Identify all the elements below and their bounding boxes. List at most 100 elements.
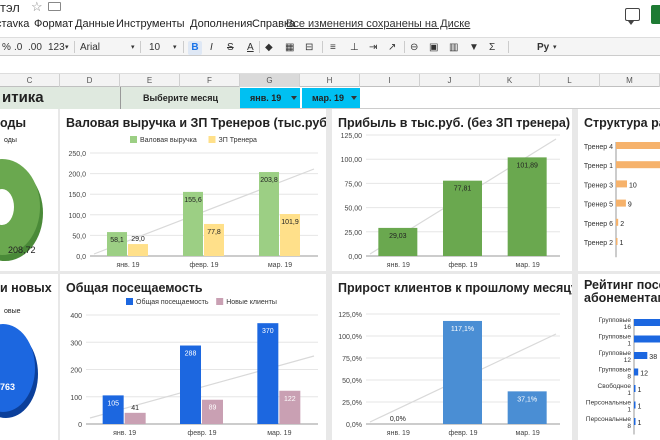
bar	[634, 352, 648, 359]
number-format-dropdown[interactable]: 123	[48, 42, 65, 53]
bar	[107, 232, 127, 256]
attendance-chart-panel[interactable]: Общая посещаемость 0 100 200 300 400 105 41 янв…	[60, 274, 326, 440]
separator	[140, 41, 141, 53]
structure-chart-panel[interactable]: Структура ра Тренер 4 Тренер 1 Тренер 3 10 Т…	[578, 109, 660, 271]
category-label: Тренер 3	[584, 182, 613, 189]
data-label: 12	[640, 371, 648, 378]
x-tick-label: февр. 19	[449, 430, 478, 437]
bar	[507, 157, 547, 256]
menu-insert[interactable]: стavка	[0, 18, 30, 30]
data-label: 1	[638, 404, 642, 411]
column-header[interactable]: L	[540, 74, 600, 87]
menu-tools[interactable]: Инструменты	[116, 18, 185, 30]
category-label: Групповые	[599, 350, 632, 357]
text-color-button[interactable]: A	[247, 42, 254, 53]
bar	[180, 345, 201, 424]
menu-help[interactable]: Справка	[252, 18, 296, 30]
toolbar: % .0 .00 123 ▾ Arial ▾ 10 ▾ B I S A ◆ ▦ …	[0, 37, 660, 56]
pie-value-label: 208,72	[8, 245, 36, 255]
bar	[616, 218, 619, 226]
data-label: 288	[185, 351, 197, 358]
revenue-chart-panel[interactable]: Валовая выручка и ЗП Тренеров (тыс.руб.)…	[60, 109, 326, 271]
legend-swatch	[126, 298, 133, 305]
rating-chart-panel[interactable]: Рейтинг посе абонементам Групповые 16 Груп…	[578, 274, 660, 440]
filter-icon[interactable]: ▼	[469, 42, 479, 53]
column-header[interactable]: J	[420, 74, 480, 87]
structure-chart: Тренер 4 Тренер 1 Тренер 3 10 Тренер 5 9 Трене…	[584, 142, 660, 258]
column-header[interactable]: D	[60, 74, 120, 87]
menu-format[interactable]: Формат	[34, 18, 74, 30]
bar	[616, 142, 660, 149]
document-title[interactable]: тэл	[0, 0, 20, 15]
category-label: Тренер 4	[584, 144, 613, 151]
column-header[interactable]: E	[120, 74, 180, 87]
category-label: 8	[627, 374, 631, 381]
bar	[634, 385, 636, 392]
functions-icon[interactable]: Σ	[489, 42, 496, 53]
star-icon[interactable]: ☆	[31, 0, 43, 14]
fill-color-icon[interactable]: ◆	[265, 42, 273, 53]
data-label: 29,03	[389, 233, 407, 240]
data-label: 101,89	[516, 162, 538, 169]
x-tick-label: февр. 19	[449, 262, 478, 269]
category-label: Тренер 6	[584, 221, 613, 228]
align-left-icon[interactable]: ≡	[330, 42, 336, 53]
font-dropdown[interactable]: Arial	[80, 42, 101, 53]
y-tick-label: 75,0%	[342, 356, 362, 363]
x-tick-label: мар. 19	[267, 430, 291, 437]
y-tick-label: 0,00	[348, 254, 362, 261]
wrap-icon[interactable]: ⇥	[369, 42, 378, 53]
bar	[634, 401, 636, 409]
column-header[interactable]: F	[180, 74, 240, 87]
column-header[interactable]: I	[360, 74, 420, 87]
valign-bottom-icon[interactable]: ⊥	[350, 42, 359, 53]
chevron-down-icon	[291, 96, 297, 100]
select-month-label: Выберите месяц	[120, 87, 240, 109]
left-top-panel[interactable]: оды оды 208,72	[0, 109, 58, 271]
column-header[interactable]: G	[240, 74, 300, 87]
month-to-dropdown[interactable]: мар. 19	[302, 88, 360, 108]
bar	[279, 390, 301, 424]
y-tick-label: 250,0	[68, 151, 86, 158]
increase-decimals-button[interactable]: .00	[28, 42, 42, 53]
data-label: 41	[131, 405, 139, 412]
chevron-down-icon: ▾	[131, 44, 135, 51]
formula-bar[interactable]	[0, 57, 660, 74]
chart-insert-icon[interactable]: ▥	[449, 42, 459, 53]
menu-data[interactable]: Данные	[75, 18, 115, 30]
y-tick-label: 100,00	[341, 157, 363, 164]
month-from-dropdown[interactable]: янв. 19	[240, 88, 300, 108]
panel-title: оды	[0, 116, 27, 130]
font-size-dropdown[interactable]: 10	[149, 42, 161, 53]
growth-chart-panel[interactable]: Прирост клиентов к прошлому месяцу 0,0% 2…	[332, 274, 572, 440]
left-bottom-panel[interactable]: и новых овые 763	[0, 274, 58, 440]
y-tick-label: 100,0	[68, 213, 86, 220]
rotate-text-icon[interactable]: ↗	[388, 42, 397, 53]
column-header[interactable]: K	[480, 74, 540, 87]
folder-icon[interactable]	[48, 2, 61, 11]
legend-label: Новые клиенты	[226, 299, 277, 306]
link-icon[interactable]: ⊖	[410, 42, 419, 53]
bold-button[interactable]: B	[188, 41, 202, 55]
comment-add-icon[interactable]: ▣	[429, 42, 439, 53]
saved-status-link[interactable]: Все изменения сохранены на Диске	[286, 18, 471, 30]
column-header[interactable]: M	[600, 74, 660, 87]
profit-chart-panel[interactable]: Прибыль в тыс.руб. (без ЗП тренера) 0,00…	[332, 109, 572, 271]
column-header[interactable]: C	[0, 74, 60, 87]
percent-button[interactable]: %	[2, 42, 11, 53]
separator	[74, 41, 75, 53]
menu-addons[interactable]: Дополнения	[190, 18, 253, 30]
decrease-decimals-button[interactable]: .0	[14, 42, 23, 53]
input-tools-button[interactable]: Py	[537, 42, 550, 53]
merge-cells-icon[interactable]: ⊟	[305, 42, 314, 53]
category-label: Свободное	[598, 382, 632, 390]
strikethrough-button[interactable]: S	[227, 42, 234, 53]
category-label: Групповые	[599, 317, 632, 324]
comment-icon[interactable]	[625, 8, 640, 25]
column-header[interactable]: H	[300, 74, 360, 87]
italic-button[interactable]: I	[210, 42, 213, 53]
borders-icon[interactable]: ▦	[285, 42, 295, 53]
chart-title-line2: абонементам	[584, 291, 660, 305]
share-button[interactable]	[651, 5, 660, 24]
